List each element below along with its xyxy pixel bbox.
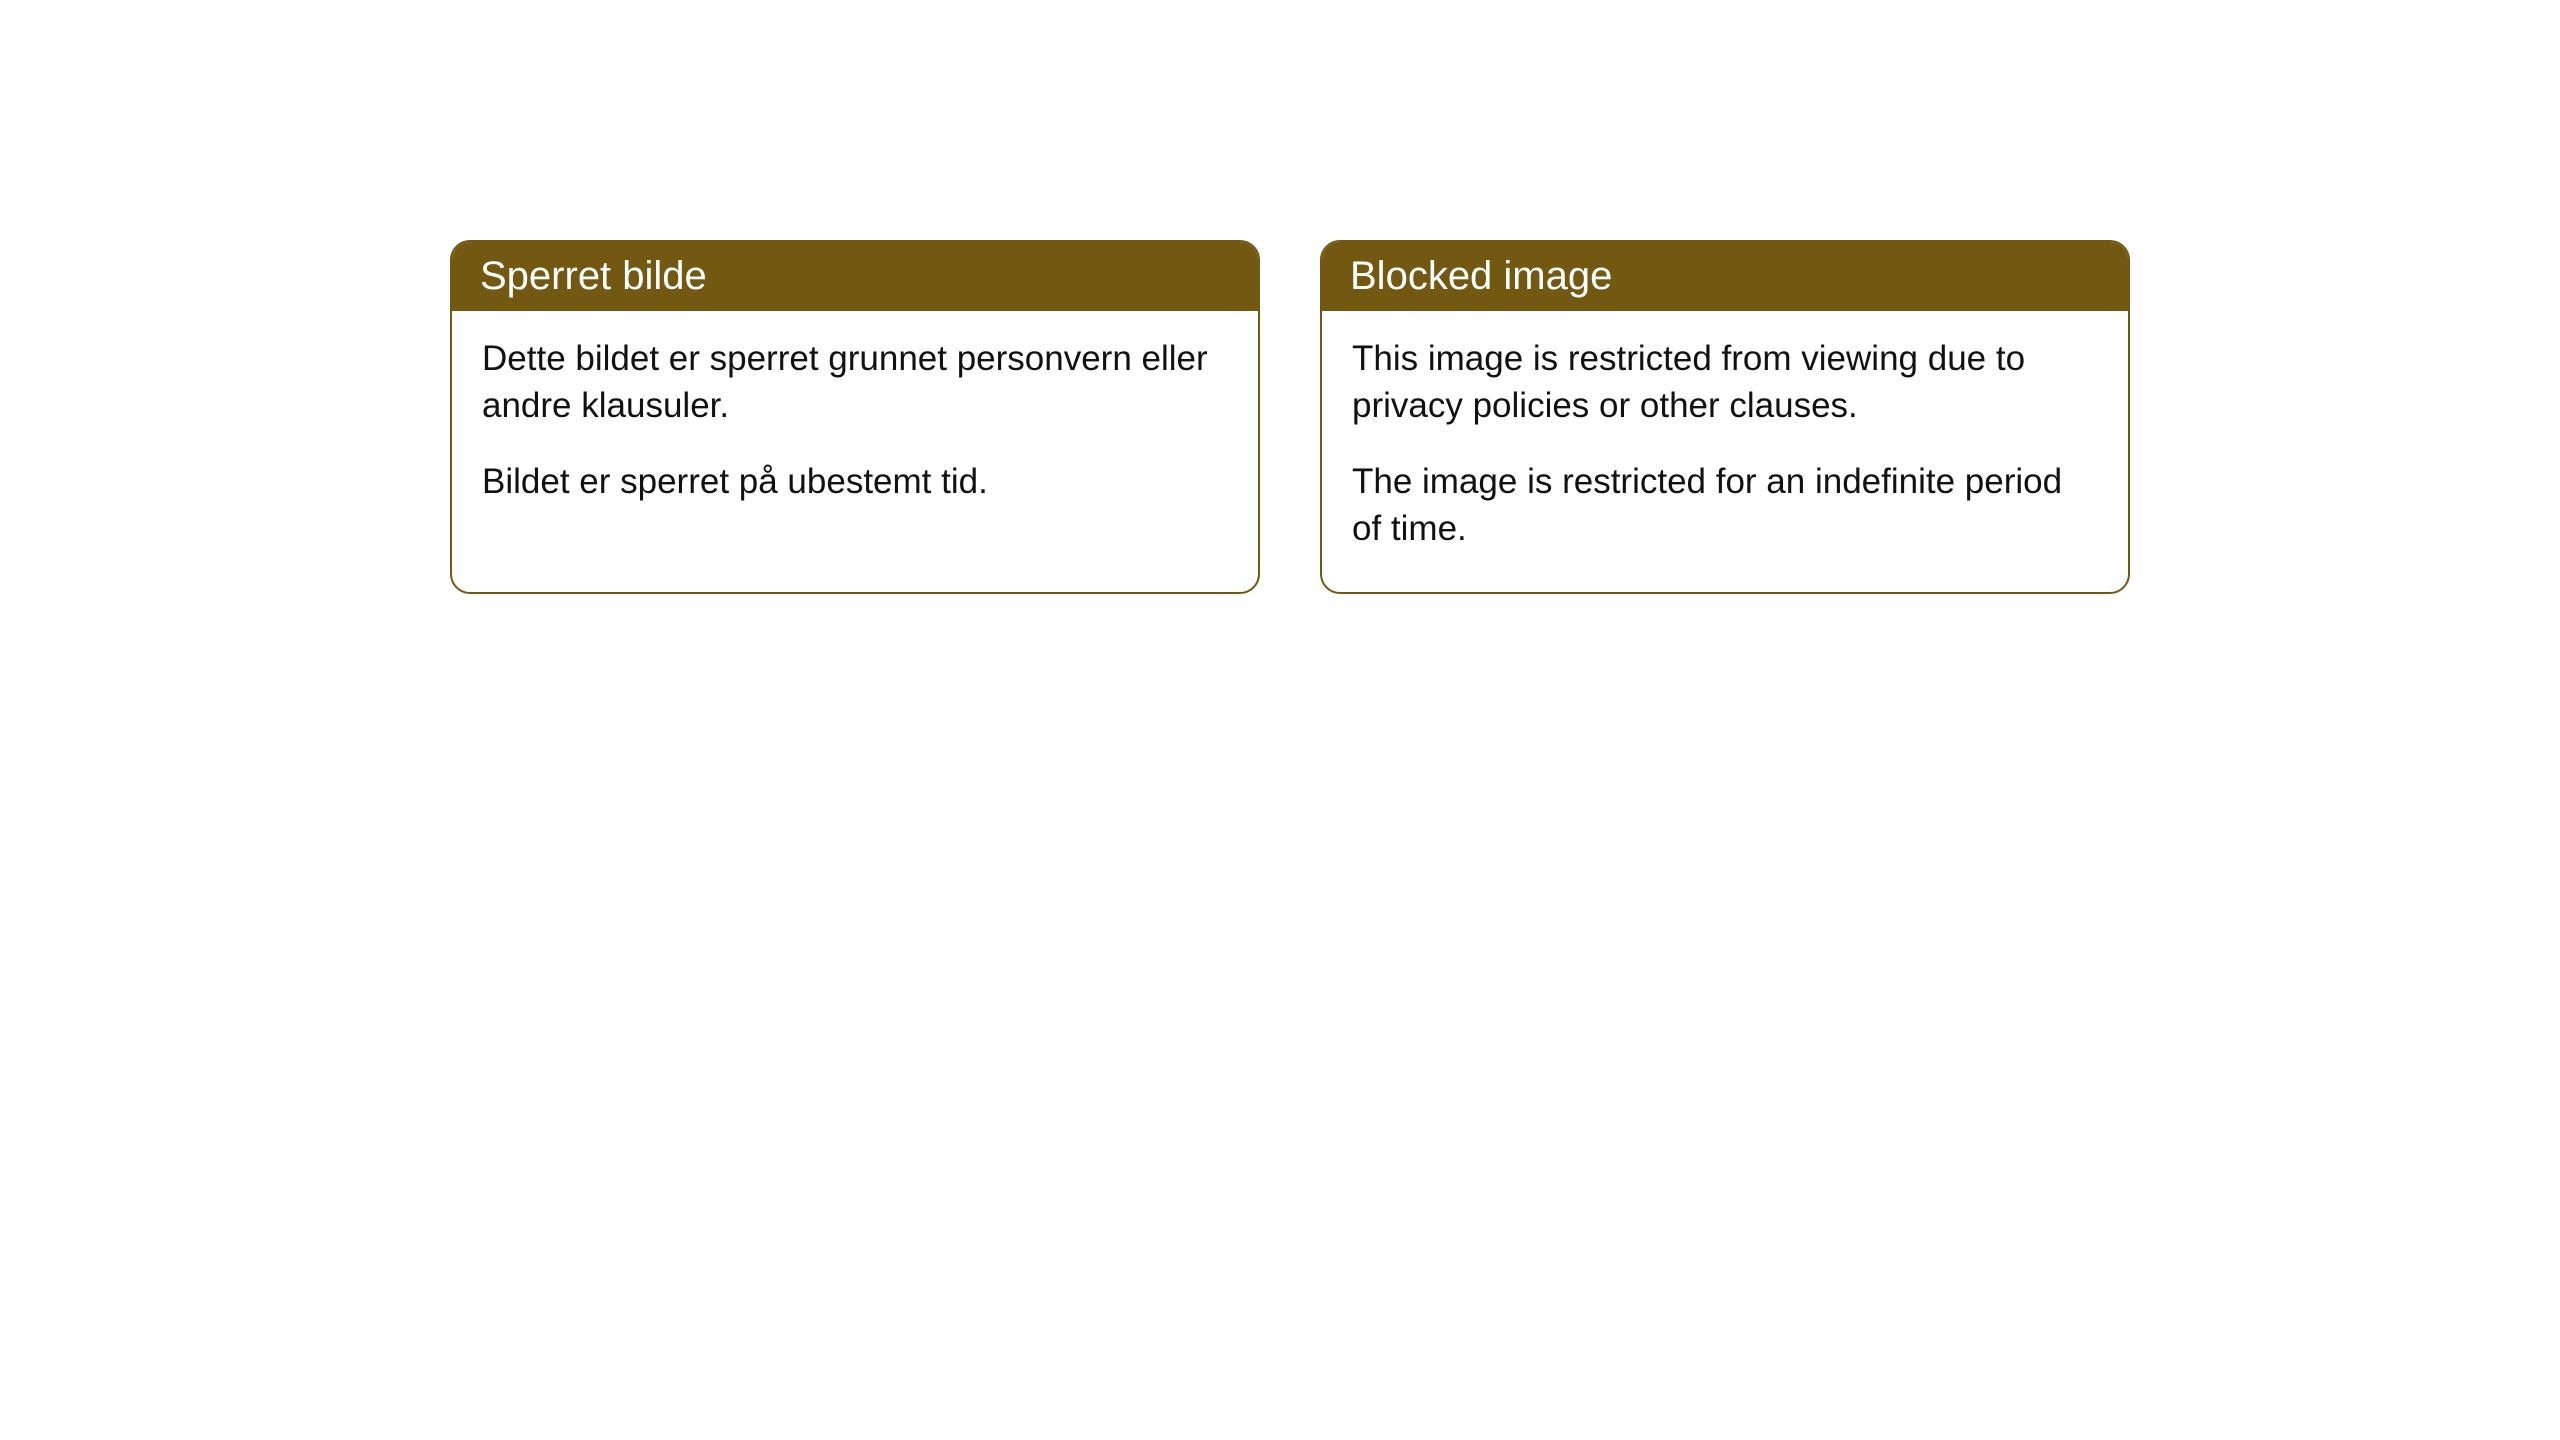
notice-card-norwegian: Sperret bilde Dette bildet er sperret gr…	[450, 240, 1260, 594]
card-paragraph: Bildet er sperret på ubestemt tid.	[482, 458, 1228, 505]
notice-card-container: Sperret bilde Dette bildet er sperret gr…	[450, 240, 2130, 594]
card-title: Sperret bilde	[480, 254, 707, 298]
card-body: This image is restricted from viewing du…	[1322, 311, 2128, 592]
card-paragraph: This image is restricted from viewing du…	[1352, 335, 2098, 430]
notice-card-english: Blocked image This image is restricted f…	[1320, 240, 2130, 594]
card-header: Blocked image	[1322, 242, 2128, 311]
card-paragraph: Dette bildet er sperret grunnet personve…	[482, 335, 1228, 430]
card-body: Dette bildet er sperret grunnet personve…	[452, 311, 1258, 545]
card-header: Sperret bilde	[452, 242, 1258, 311]
card-title: Blocked image	[1350, 254, 1612, 298]
card-paragraph: The image is restricted for an indefinit…	[1352, 458, 2098, 553]
